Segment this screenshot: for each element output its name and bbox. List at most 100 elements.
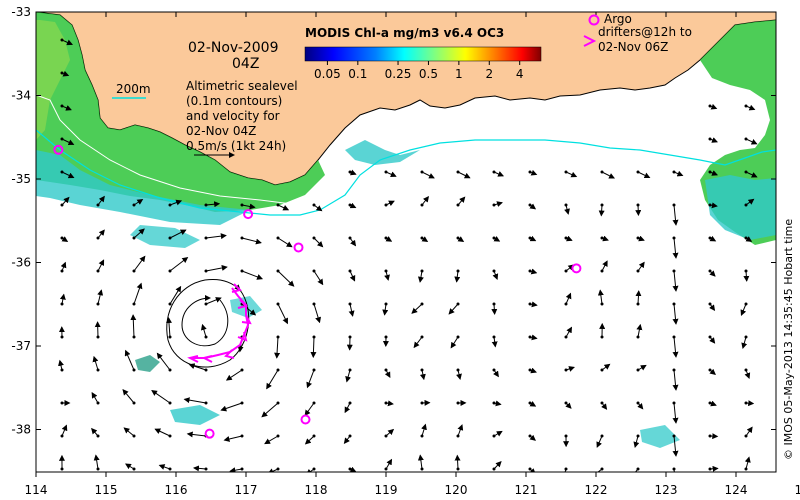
velocity-origin xyxy=(600,335,604,339)
velocity-origin xyxy=(564,401,568,405)
velocity-origin xyxy=(492,434,496,438)
velocity-arrow xyxy=(564,468,567,472)
velocity-origin xyxy=(420,203,424,207)
velocity-origin xyxy=(492,302,496,306)
velocity-origin xyxy=(708,302,712,306)
y-tick-label: -34 xyxy=(11,89,31,103)
velocity-origin xyxy=(276,335,280,339)
velocity-origin xyxy=(96,269,100,273)
velocity-origin xyxy=(96,401,100,405)
y-tick-label: -38 xyxy=(11,423,31,437)
y-tick-label: -33 xyxy=(11,5,31,19)
velocity-arrow xyxy=(304,402,315,417)
velocity-arrow xyxy=(133,228,145,239)
velocity-arrow xyxy=(92,355,99,371)
velocity-origin xyxy=(528,302,532,306)
velocity-origin xyxy=(600,170,604,174)
velocity-origin xyxy=(348,302,352,306)
velocity-arrow xyxy=(493,430,503,437)
y-tick-label: -37 xyxy=(11,339,31,353)
velocity-origin xyxy=(528,434,532,438)
argo-legend-line-1: Argo xyxy=(604,12,632,26)
velocity-origin xyxy=(564,434,568,438)
velocity-origin xyxy=(492,335,496,339)
velocity-origin xyxy=(636,467,640,471)
velocity-origin xyxy=(564,170,568,174)
velocity-arrow xyxy=(97,289,104,305)
velocity-arrow xyxy=(133,282,143,305)
velocity-origin xyxy=(420,170,424,174)
velocity-arrow xyxy=(493,461,502,470)
velocity-origin xyxy=(420,269,424,273)
velocity-origin xyxy=(168,335,172,339)
velocity-arrow xyxy=(169,285,182,305)
velocity-arrow xyxy=(169,256,189,272)
velocity-origin xyxy=(492,368,496,372)
velocity-arrow xyxy=(596,435,603,448)
sealevel-contour xyxy=(36,129,776,216)
velocity-origin xyxy=(492,203,496,207)
velocity-origin xyxy=(204,302,208,306)
velocity-arrow xyxy=(745,104,756,111)
velocity-origin xyxy=(312,302,316,306)
velocity-arrow xyxy=(413,336,423,349)
velocity-origin xyxy=(60,269,64,273)
velocity-origin xyxy=(276,236,280,240)
colorbar-tick-label: 0.5 xyxy=(419,67,438,81)
drifter-track xyxy=(187,283,252,363)
x-tick-label: 122 xyxy=(585,483,608,497)
velocity-arrow xyxy=(58,359,64,371)
velocity-origin xyxy=(384,368,388,372)
velocity-arrow xyxy=(229,467,243,472)
velocity-origin xyxy=(204,203,208,207)
velocity-arrow xyxy=(264,435,279,445)
velocity-origin xyxy=(492,170,496,174)
velocity-origin xyxy=(240,401,244,405)
velocity-arrow xyxy=(421,195,430,206)
altimetry-line-3: and velocity for xyxy=(186,109,280,123)
velocity-origin xyxy=(60,335,64,339)
velocity-arrow xyxy=(601,171,615,179)
argo-legend-line-2: drifters@12h to xyxy=(598,25,692,39)
velocity-arrow xyxy=(277,204,290,211)
velocity-arrow xyxy=(491,303,498,315)
velocity-arrow xyxy=(744,456,751,470)
velocity-arrow xyxy=(491,336,498,348)
argo-float-marker xyxy=(53,144,64,155)
x-tick-label: 125 xyxy=(795,483,800,497)
velocity-origin xyxy=(96,236,100,240)
altimetry-line-4: 02-Nov 04Z xyxy=(186,124,256,138)
velocity-arrow xyxy=(261,402,279,418)
velocity-origin xyxy=(348,335,352,339)
velocity-arrow xyxy=(493,171,505,177)
velocity-arrow xyxy=(419,369,426,381)
velocity-arrow xyxy=(564,204,570,215)
velocity-origin xyxy=(744,269,748,273)
velocity-origin xyxy=(168,434,172,438)
velocity-arrow xyxy=(565,171,578,178)
velocity-arrow xyxy=(385,458,393,470)
velocity-arrow xyxy=(448,303,459,315)
velocity-origin xyxy=(528,368,532,372)
velocity-origin xyxy=(384,203,388,207)
velocity-arrow xyxy=(313,303,321,324)
velocity-arrow xyxy=(154,428,171,437)
velocity-origin xyxy=(60,401,64,405)
velocity-arrow xyxy=(267,468,279,472)
velocity-origin xyxy=(708,269,712,273)
chlorophyll-west-inner xyxy=(36,150,250,225)
velocity-arrow xyxy=(266,369,279,390)
velocity-origin xyxy=(348,203,352,207)
velocity-origin xyxy=(348,236,352,240)
velocity-arrow xyxy=(745,138,758,145)
velocity-origin xyxy=(312,434,316,438)
velocity-arrow xyxy=(277,237,293,248)
velocity-arrow xyxy=(61,171,75,179)
velocity-origin xyxy=(348,170,352,174)
velocity-origin xyxy=(96,368,100,372)
chlorophyll-central xyxy=(345,140,420,165)
velocity-origin xyxy=(132,467,136,471)
velocity-origin xyxy=(456,269,460,273)
velocity-origin xyxy=(60,71,64,75)
y-tick-label: -36 xyxy=(11,256,31,270)
